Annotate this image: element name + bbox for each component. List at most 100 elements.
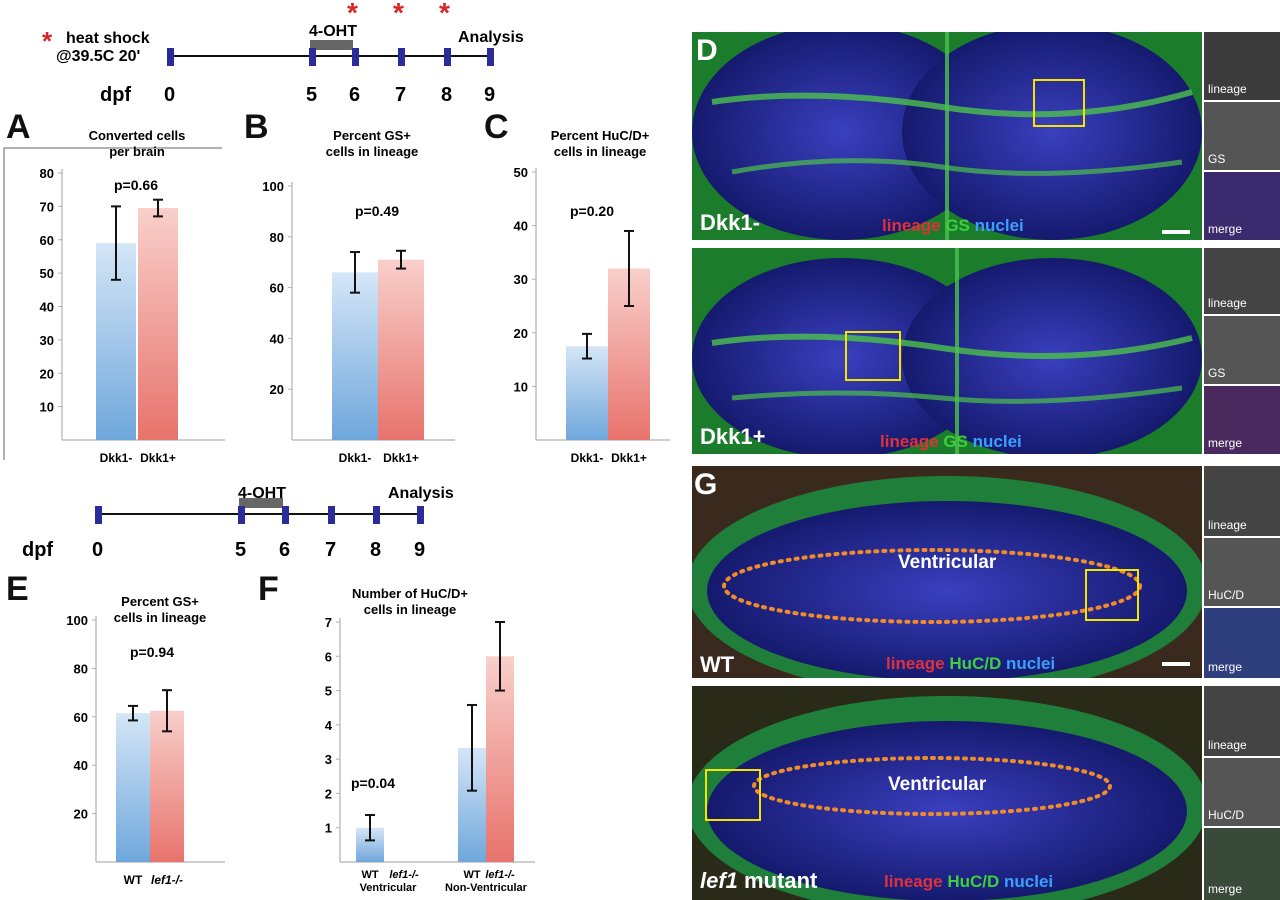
panel-letter-b: B	[244, 108, 269, 146]
brain-image	[692, 466, 1202, 678]
timeline-day-label: 9	[414, 539, 425, 561]
roi-box	[1033, 79, 1085, 127]
p-value-annotation: p=0.04	[351, 775, 395, 791]
heat-shock-star-icon: *	[439, 0, 450, 28]
channel-legend: lineage HuC/D nuclei	[886, 654, 1055, 674]
y-tick-label: 5	[325, 684, 332, 699]
timeline-analysis-label: Analysis	[458, 29, 524, 46]
condition-gene: lef1	[700, 868, 738, 893]
legend-nuclei: nuclei	[974, 216, 1024, 235]
panel-frame	[3, 147, 222, 460]
timeline-tick	[328, 506, 335, 524]
bar	[150, 710, 184, 862]
chart-title: cells in lineage	[554, 144, 647, 159]
ventricle-outline	[752, 756, 1112, 816]
side-label: merge	[1208, 882, 1243, 896]
y-tick-label: 100	[262, 179, 284, 194]
heat-shock-label-line2: @39.5C 20'	[56, 48, 140, 65]
y-tick-label: 10	[514, 379, 528, 394]
y-tick-label: 60	[40, 233, 54, 248]
drug-treatment-bar	[239, 498, 283, 508]
region-label: Ventricular	[888, 774, 987, 795]
micrograph-g-lef1-mutant: Ventricular lef1 mutant lineage HuC/D nu…	[692, 686, 1202, 900]
side-label: merge	[1208, 436, 1243, 450]
y-tick-label: 100	[66, 613, 88, 628]
side-label: HuC/D	[1208, 808, 1245, 822]
group-label: Non-Ventricular	[445, 882, 528, 894]
y-tick-label: 40	[270, 331, 284, 346]
chart-number-hucd-lef1: Number of HuC/D+cells in lineage 1 2 3 4 5 6 7 W…	[325, 586, 535, 894]
timeline-tick	[282, 506, 289, 524]
heat-shock-star-icon: *	[42, 26, 53, 56]
micrograph-g-wt: G Ventricular WT lineage HuC/D nuclei	[692, 466, 1202, 678]
chart-title: Percent GS+	[121, 594, 199, 609]
micrograph-d-top-side: lineage GS merge	[1204, 32, 1280, 240]
y-tick-label: 80	[40, 166, 54, 181]
timeline-tick	[444, 48, 451, 66]
bar	[116, 713, 150, 862]
micrograph-g-top-side: lineage HuC/D merge	[1204, 466, 1280, 678]
x-tick-label: lef1-/-	[389, 869, 419, 881]
y-tick-label: 20	[40, 366, 54, 381]
side-label: merge	[1208, 222, 1243, 236]
y-tick-label: 10	[40, 400, 54, 415]
region-label: Ventricular	[898, 552, 997, 573]
bar	[332, 272, 378, 440]
channel-legend: lineage HuC/D nuclei	[884, 872, 1053, 892]
chart-title: cells in lineage	[364, 602, 457, 617]
legend-nuclei: nuclei	[972, 432, 1022, 451]
p-value-annotation: p=0.20	[570, 203, 614, 219]
legend-nuclei: nuclei	[1004, 872, 1054, 891]
legend-lineage: lineage	[882, 216, 941, 235]
side-label: lineage	[1208, 738, 1247, 752]
side-label: merge	[1208, 660, 1243, 674]
timeline-tick	[167, 48, 174, 66]
timeline-day-label: 7	[325, 539, 336, 561]
legend-gs: GS	[943, 432, 968, 451]
x-tick-label: WT	[361, 869, 378, 881]
chart-percent-gs: Percent GS+cells in lineage 20 40 60 80 100 Dk…	[262, 128, 455, 465]
panel-letter-e: E	[6, 570, 29, 608]
p-value-annotation: p=0.94	[130, 644, 174, 660]
timeline-tick	[487, 48, 494, 66]
legend-hucd: HuC/D	[949, 654, 1002, 673]
brain-image	[692, 686, 1202, 900]
y-tick-label: 60	[270, 281, 284, 296]
panel-letter-a: A	[6, 108, 31, 146]
micrograph-d-dkk1-plus: Dkk1+ lineage GS nuclei	[692, 248, 1202, 454]
p-value-annotation: p=0.49	[355, 203, 399, 219]
panel-letter-f: F	[258, 570, 279, 608]
x-tick-label: Dkk1-	[339, 451, 372, 465]
roi-box	[845, 331, 901, 381]
bar	[138, 208, 178, 440]
y-tick-label: 50	[514, 165, 528, 180]
chart-percent-hucd: Percent HuC/D+cells in lineage 10 20 30 40 50…	[514, 128, 670, 465]
timeline-bottom: 0 5 6 7 8 9 4-OHT Analysis dpf	[22, 485, 454, 561]
panel-letter-g: G	[694, 468, 718, 501]
roi-box	[705, 769, 761, 821]
svg-text:*: *	[42, 26, 53, 56]
timeline-tick	[309, 48, 316, 66]
timeline-drug-label: 4-OHT	[238, 485, 286, 502]
x-tick-label: Dkk1-	[571, 451, 604, 465]
y-tick-label: 50	[40, 266, 54, 281]
heat-shock-star-icon: *	[347, 0, 358, 28]
chart-percent-gs-lef1: Percent GS+cells in lineage 20 40 60 80 100 WT…	[66, 594, 225, 887]
chart-title: Percent HuC/D+	[551, 128, 650, 143]
timeline-day-label: 6	[279, 539, 290, 561]
timeline-axis-label: dpf	[100, 84, 131, 106]
timeline-day-label: 8	[441, 84, 452, 106]
condition-label: lef1 mutant	[700, 868, 817, 894]
timeline-tick	[238, 506, 245, 524]
chart-title: Percent GS+	[333, 128, 411, 143]
y-tick-label: 60	[74, 710, 88, 725]
timeline-day-label: 6	[349, 84, 360, 106]
y-tick-label: 40	[514, 219, 528, 234]
chart-title: Number of HuC/D+	[352, 586, 468, 601]
chart-title: per brain	[109, 144, 165, 159]
timeline-tick	[373, 506, 380, 524]
y-tick-label: 70	[40, 199, 54, 214]
timeline-day-label: 0	[92, 539, 103, 561]
x-tick-label: WT	[124, 873, 143, 887]
